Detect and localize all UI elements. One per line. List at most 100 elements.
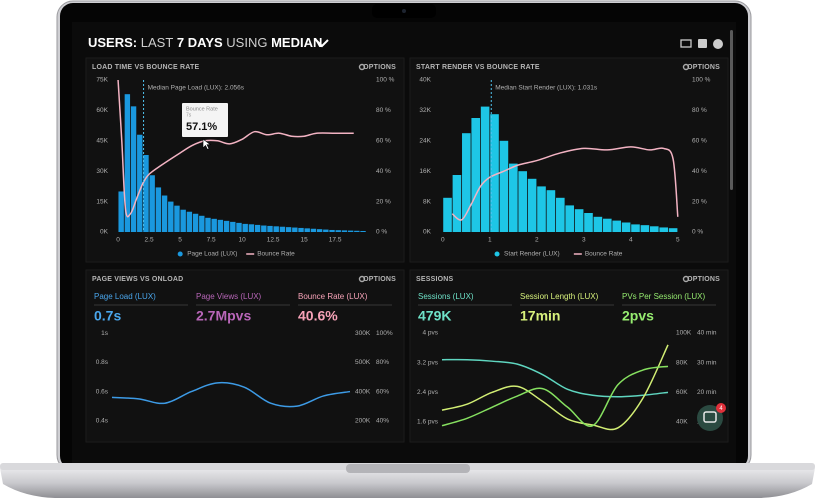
histogram-bar bbox=[143, 154, 149, 232]
options-button[interactable]: OPTIONS bbox=[363, 64, 396, 71]
histogram-bar bbox=[217, 219, 224, 232]
tooltip-sub: 7s bbox=[186, 112, 192, 118]
y-tick-label: 0K bbox=[423, 229, 432, 236]
series-line bbox=[111, 381, 351, 408]
y-tick-label: 80 % bbox=[376, 107, 391, 114]
histogram-bar bbox=[443, 197, 452, 232]
metric-label: PVs Per Session (LUX) bbox=[622, 292, 705, 301]
histogram-bar bbox=[360, 230, 366, 232]
y-tick-label: 4 pvs bbox=[422, 330, 438, 337]
y-tick-label: 100K bbox=[676, 330, 692, 337]
title-part: MEDIAN bbox=[271, 35, 322, 50]
y-tick-label: 24K bbox=[419, 138, 431, 145]
metric-value: 2.7Mpvs bbox=[196, 308, 251, 324]
panel bbox=[409, 269, 729, 443]
chat-icon bbox=[703, 411, 717, 423]
y-tick-label: 60 % bbox=[376, 138, 391, 145]
y-tick-label: 32K bbox=[419, 107, 431, 114]
x-tick-label: 7.5 bbox=[207, 237, 216, 244]
y-tick-label: 2.4 pvs bbox=[417, 389, 439, 396]
histogram-bar bbox=[186, 211, 193, 232]
histogram-bar bbox=[509, 163, 518, 232]
y-tick-label: 100 % bbox=[692, 77, 711, 84]
x-tick-label: 0 bbox=[441, 237, 445, 244]
x-tick-label: 15 bbox=[301, 237, 309, 244]
histogram-bar bbox=[254, 224, 261, 232]
tooltip-title: Bounce Rate bbox=[186, 106, 218, 112]
y-tick-label: 8K bbox=[423, 198, 432, 205]
metric-value: 2pvs bbox=[622, 308, 654, 324]
x-tick-label: 5 bbox=[676, 237, 680, 244]
histogram-bar bbox=[273, 226, 279, 232]
panel-title: START RENDER VS BOUNCE RATE bbox=[416, 64, 540, 71]
histogram-bar bbox=[242, 223, 248, 232]
histogram-bar bbox=[612, 220, 622, 232]
help-icon[interactable] bbox=[713, 39, 723, 49]
x-tick-label: 2.5 bbox=[145, 237, 154, 244]
histogram-bar bbox=[471, 118, 481, 232]
options-button[interactable]: OPTIONS bbox=[687, 64, 720, 71]
chat-button[interactable] bbox=[697, 405, 723, 431]
title-part: LAST bbox=[141, 35, 174, 50]
panel-title: PAGE VIEWS VS ONLOAD bbox=[92, 276, 183, 283]
histogram-bar bbox=[490, 114, 499, 232]
histogram-bar bbox=[118, 191, 124, 232]
y-tick-label: 40% bbox=[376, 417, 389, 424]
y-tick-label: 16K bbox=[419, 168, 431, 175]
histogram-bar bbox=[161, 195, 168, 232]
y-tick-label: 0.4s bbox=[96, 417, 109, 424]
options-button[interactable]: OPTIONS bbox=[687, 276, 720, 283]
laptop-base bbox=[0, 468, 815, 498]
y-tick-label: 45K bbox=[96, 138, 108, 145]
base-notch bbox=[346, 464, 470, 473]
y-tick-label: 20 % bbox=[376, 198, 391, 205]
histogram-bar bbox=[527, 178, 537, 232]
y-tick-label: 60% bbox=[376, 388, 389, 395]
histogram-bar bbox=[347, 230, 354, 232]
histogram-bar bbox=[452, 175, 462, 232]
y-tick-label: 0 % bbox=[692, 229, 703, 236]
histogram-bar bbox=[603, 218, 612, 232]
x-tick-label: 2 bbox=[535, 237, 539, 244]
histogram-bar bbox=[261, 225, 267, 232]
histogram-bar bbox=[137, 134, 143, 232]
histogram-bar bbox=[556, 197, 565, 232]
histogram-bar bbox=[518, 171, 528, 232]
x-tick-label: 4 bbox=[629, 237, 633, 244]
y-tick-label: 40 min bbox=[697, 330, 717, 337]
histogram-bar bbox=[223, 220, 230, 232]
histogram-bar bbox=[236, 222, 242, 232]
tooltip bbox=[182, 103, 228, 137]
monitor-icon[interactable] bbox=[680, 39, 692, 48]
histogram-bar bbox=[230, 221, 236, 232]
dropdown-arrow[interactable] bbox=[315, 39, 329, 48]
y-tick-label: 500K bbox=[355, 359, 371, 366]
histogram-bar bbox=[631, 224, 640, 232]
histogram-bar bbox=[304, 228, 310, 232]
y-tick-label: 20 min bbox=[697, 389, 717, 396]
panel-title: SESSIONS bbox=[416, 276, 454, 283]
y-tick-label: 400K bbox=[355, 388, 371, 395]
legend-swatch bbox=[177, 251, 183, 257]
histogram-bar bbox=[298, 227, 304, 232]
histogram-bar bbox=[480, 106, 490, 232]
title-part: USING bbox=[226, 35, 267, 50]
histogram-bar bbox=[329, 229, 335, 232]
x-tick-label: 0 bbox=[116, 237, 120, 244]
x-tick-label: 17.5 bbox=[329, 237, 342, 244]
y-tick-label: 1.6 pvs bbox=[417, 419, 439, 426]
y-tick-label: 15K bbox=[96, 198, 108, 205]
options-button[interactable]: OPTIONS bbox=[363, 276, 396, 283]
histogram-bar bbox=[546, 190, 556, 232]
y-tick-label: 40 % bbox=[376, 168, 391, 175]
histogram-bar bbox=[211, 218, 217, 232]
histogram-bar bbox=[285, 227, 292, 232]
y-tick-label: 30K bbox=[96, 168, 108, 175]
image-icon[interactable] bbox=[698, 39, 707, 48]
histogram-bar bbox=[316, 229, 323, 232]
scrollbar[interactable] bbox=[730, 30, 733, 190]
y-tick-label: 80 % bbox=[692, 107, 707, 114]
metric-value: 40.6% bbox=[298, 308, 338, 324]
y-tick-label: 40K bbox=[419, 77, 431, 84]
